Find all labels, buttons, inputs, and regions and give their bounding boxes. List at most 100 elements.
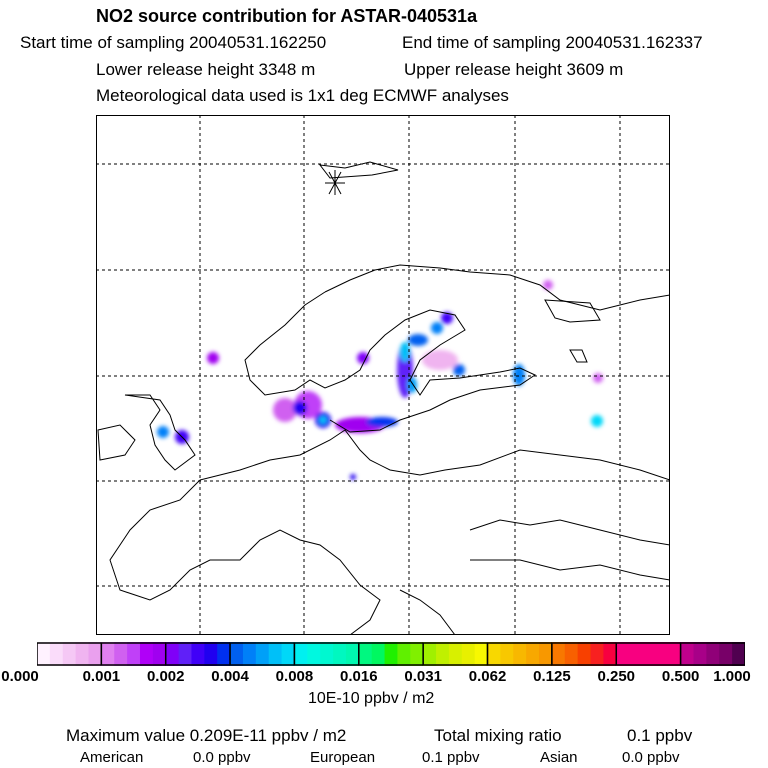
colorbar-tick-label: 0.001 xyxy=(82,668,121,685)
colorbar-swatch xyxy=(693,642,707,666)
colorbar-swatch xyxy=(49,642,64,666)
asian-value: 0.0 ppbv xyxy=(622,749,680,766)
end-time: End time of sampling 20040531.162337 xyxy=(402,33,703,52)
plume xyxy=(431,322,443,334)
plume xyxy=(400,342,410,362)
colorbar-swatch xyxy=(101,642,115,666)
colorbar-swatch xyxy=(281,642,295,666)
colorbar-swatch xyxy=(500,642,514,666)
colorbar-swatch xyxy=(642,642,656,666)
colorbar-swatch xyxy=(487,642,501,666)
plume xyxy=(350,474,356,480)
colorbar xyxy=(37,642,745,666)
start-time: Start time of sampling 20040531.162250 xyxy=(20,33,327,52)
european-value: 0.1 ppbv xyxy=(422,749,480,766)
colorbar-swatch xyxy=(397,642,411,666)
colorbar-unit: 10E-10 ppbv / m2 xyxy=(308,690,435,707)
plume xyxy=(319,416,327,424)
colorbar-swatch xyxy=(590,642,604,666)
colorbar-tick-label: 0.062 xyxy=(468,668,507,685)
colorbar-swatch xyxy=(75,642,89,666)
colorbar-swatch xyxy=(654,642,669,666)
colorbar-swatch xyxy=(732,642,745,666)
upper-height: Upper release height 3609 m xyxy=(404,60,624,79)
plume xyxy=(543,280,553,290)
colorbar-swatch xyxy=(526,642,540,666)
colorbar-swatch xyxy=(37,642,51,666)
colorbar-swatch xyxy=(230,642,244,666)
lower-height: Lower release height 3348 m xyxy=(96,60,316,79)
colorbar-swatch xyxy=(667,642,682,666)
colorbar-swatch xyxy=(577,642,592,666)
colorbar-swatch xyxy=(127,642,141,666)
plume xyxy=(408,334,428,346)
colorbar-swatch xyxy=(539,642,553,666)
american-value: 0.0 ppbv xyxy=(193,749,251,766)
met-data: Meteorological data used is 1x1 deg ECMW… xyxy=(96,86,509,105)
colorbar-swatch xyxy=(513,642,527,666)
colorbar-swatch xyxy=(358,642,373,666)
plume xyxy=(593,373,603,383)
colorbar-swatch xyxy=(62,642,77,666)
plume xyxy=(591,415,603,427)
plume xyxy=(207,352,219,364)
colorbar-tick-label: 0.004 xyxy=(211,668,249,685)
colorbar-swatch xyxy=(371,642,386,666)
colorbar-tick-label: 0.000 xyxy=(1,668,39,685)
colorbar-tick-label: 0.125 xyxy=(533,668,571,685)
colorbar-swatch xyxy=(307,642,321,666)
colorbar-tick-label: 0.250 xyxy=(597,668,636,685)
colorbar-tick-label: 0.500 xyxy=(661,668,700,685)
colorbar-swatch xyxy=(564,642,579,666)
grid-lines xyxy=(96,115,670,635)
plume xyxy=(441,312,453,324)
colorbar-swatch xyxy=(139,642,154,666)
european-label: European xyxy=(310,749,376,766)
colorbar-swatch xyxy=(217,642,231,666)
colorbar-tick-label: 0.031 xyxy=(404,668,442,685)
map-frame xyxy=(96,115,670,635)
colorbar-swatch xyxy=(461,642,476,666)
colorbar-tick-label: 0.002 xyxy=(146,668,185,685)
colorbar-tick-label: 1.000 xyxy=(713,668,751,685)
colorbar-swatch xyxy=(255,642,270,666)
colorbar-swatch xyxy=(242,642,257,666)
plume xyxy=(422,350,458,370)
plume xyxy=(293,401,307,415)
colorbar-swatch xyxy=(616,642,630,666)
colorbar-swatch xyxy=(345,642,360,666)
colorbar-swatch xyxy=(114,642,128,666)
colorbar-swatch xyxy=(719,642,733,666)
colorbar-swatch xyxy=(178,642,192,666)
colorbar-swatch xyxy=(88,642,102,666)
plume xyxy=(273,398,297,422)
colorbar-swatch xyxy=(706,642,720,666)
american-label: American xyxy=(80,749,144,766)
colorbar-swatch xyxy=(152,642,167,666)
coastlines xyxy=(97,161,670,635)
asian-label: Asian xyxy=(540,749,578,766)
plume xyxy=(357,352,369,364)
plume xyxy=(453,364,465,376)
total-label: Total mixing ratio xyxy=(434,726,562,745)
colorbar-swatch xyxy=(191,642,205,666)
colorbar-swatch xyxy=(165,642,180,666)
colorbar-swatch xyxy=(410,642,424,666)
plume-layer xyxy=(157,280,603,480)
colorbar-swatch xyxy=(294,642,308,666)
colorbar-swatch xyxy=(551,642,566,666)
colorbar-swatch xyxy=(474,642,489,666)
colorbar-swatch xyxy=(603,642,617,666)
plume xyxy=(513,364,525,386)
total-value: 0.1 ppbv xyxy=(627,726,693,745)
colorbar-swatch xyxy=(423,642,437,666)
colorbar-swatch xyxy=(268,642,283,666)
colorbar-tick-label: 0.016 xyxy=(340,668,378,685)
colorbar-swatch xyxy=(448,642,463,666)
colorbar-swatch xyxy=(436,642,450,666)
map-plot xyxy=(96,115,670,635)
colorbar-swatch xyxy=(384,642,398,666)
chart-title: NO2 source contribution for ASTAR-040531… xyxy=(96,6,478,26)
colorbar-tick-label: 0.008 xyxy=(275,668,314,685)
colorbar-swatch xyxy=(204,642,218,666)
